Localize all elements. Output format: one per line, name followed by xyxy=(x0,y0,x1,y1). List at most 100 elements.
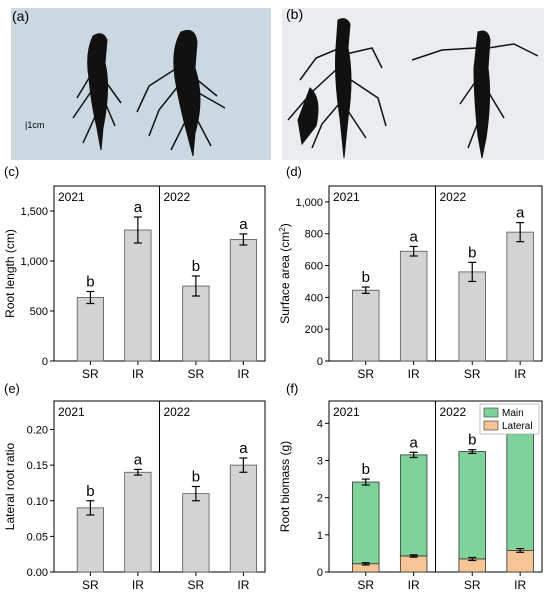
y-axis-label: Root biomass (g) xyxy=(278,441,292,532)
significance-letter: a xyxy=(134,451,143,468)
significance-letter: b xyxy=(468,244,476,261)
y-tick-label: 0 xyxy=(317,356,323,368)
bar xyxy=(506,231,534,362)
panel-label-e: (e) xyxy=(4,381,20,396)
y-tick-label: 500 xyxy=(30,306,48,318)
x-tick-label: IR xyxy=(237,578,249,592)
year-label: 2021 xyxy=(58,405,85,419)
panel-label-b: (b) xyxy=(286,6,304,22)
x-tick-label: SR xyxy=(357,367,374,381)
y-tick-label: 4 xyxy=(317,418,323,430)
y-tick-label: 200 xyxy=(305,324,323,336)
y-tick-label: 2 xyxy=(317,493,323,505)
y-tick-label: 0.20 xyxy=(27,425,48,437)
bar xyxy=(458,271,486,362)
y-tick-label: 3 xyxy=(317,455,323,467)
x-tick-label: SR xyxy=(464,578,481,592)
significance-letter: a xyxy=(409,434,418,451)
y-tick-label: 0.15 xyxy=(27,460,48,472)
bar xyxy=(124,471,152,573)
root-drawing-a xyxy=(72,29,226,157)
bar-main xyxy=(399,454,428,557)
bar xyxy=(229,464,257,573)
root-photo-a xyxy=(11,8,271,160)
legend: Main Lateral xyxy=(479,403,540,435)
year-label: 2021 xyxy=(333,405,360,419)
significance-letter: b xyxy=(86,274,94,291)
bar xyxy=(76,507,104,573)
panel-label-d: (d) xyxy=(286,164,302,179)
y-tick-label: 0 xyxy=(42,356,48,368)
y-axis-label: Root length (cm) xyxy=(3,229,17,318)
x-tick-label: SR xyxy=(188,578,205,592)
bar xyxy=(399,250,428,362)
bar xyxy=(124,229,152,362)
root-photo-b xyxy=(282,8,544,160)
significance-letter: b xyxy=(192,258,200,275)
root-drawing-b xyxy=(287,18,539,159)
bar-lateral xyxy=(506,550,534,573)
x-tick-label: SR xyxy=(357,578,374,592)
x-tick-label: IR xyxy=(132,578,144,592)
chart-f: (f) 0 1 2 3 4 Root biomass (g) 2021 SR b IR a 2022 SR… xyxy=(278,381,543,592)
bar-main xyxy=(352,481,380,565)
y-tick-label: 1,000 xyxy=(295,197,323,209)
significance-letter: b xyxy=(468,432,476,449)
x-tick-label: IR xyxy=(408,367,420,381)
legend-label: Main xyxy=(502,408,524,419)
x-tick-label: IR xyxy=(514,578,526,592)
y-axis-label: Lateral root ratio xyxy=(3,442,17,530)
significance-letter: a xyxy=(239,216,248,233)
panel-label-f: (f) xyxy=(286,381,298,396)
legend-swatch xyxy=(483,420,499,431)
scale-bar-mark: | xyxy=(25,120,28,130)
y-tick-label: 1,000 xyxy=(20,256,48,268)
bar xyxy=(229,239,257,362)
scale-bar-label: 1cm xyxy=(27,120,45,130)
y-tick-label: 0.05 xyxy=(27,531,48,543)
y-tick-label: 1,500 xyxy=(20,206,48,218)
y-tick-label: 0.00 xyxy=(27,567,48,579)
significance-letter: a xyxy=(134,199,143,216)
year-label: 2021 xyxy=(58,190,85,204)
x-tick-label: SR xyxy=(82,367,99,381)
bar xyxy=(352,289,380,362)
panel-label-c: (c) xyxy=(4,164,19,179)
year-label: 2022 xyxy=(440,405,467,419)
significance-letter: a xyxy=(239,440,248,457)
bar xyxy=(76,297,104,362)
bar-main xyxy=(458,451,486,560)
x-tick-label: IR xyxy=(514,367,526,381)
y-tick-label: 400 xyxy=(305,292,323,304)
x-tick-label: IR xyxy=(237,367,249,381)
bar-main xyxy=(506,423,534,551)
legend-swatch xyxy=(483,407,499,418)
legend-label: Lateral xyxy=(502,421,533,432)
y-axis-label: Surface area (cm2) xyxy=(278,223,293,324)
chart-e: (e) 0.00 0.05 0.10 0.15 0.20 Lateral root rati… xyxy=(3,381,266,592)
year-label: 2021 xyxy=(333,190,360,204)
bar xyxy=(182,493,210,573)
x-tick-label: SR xyxy=(464,367,481,381)
y-tick-label: 800 xyxy=(305,229,323,241)
y-tick-label: 0.10 xyxy=(27,496,48,508)
panel-label-a: (a) xyxy=(12,8,30,24)
y-tick-label: 0 xyxy=(317,567,323,579)
scale-bar: |1cm xyxy=(25,120,44,130)
significance-letter: b xyxy=(86,483,94,500)
y-tick-label: 600 xyxy=(305,261,323,273)
bar xyxy=(182,285,210,362)
x-tick-label: SR xyxy=(82,578,99,592)
significance-letter: b xyxy=(192,469,200,486)
year-label: 2022 xyxy=(164,190,191,204)
y-tick-label: 1 xyxy=(317,530,323,542)
chart-d: (d) 0 200 400 600 800 1,000 Surface area (cm2) 2… xyxy=(278,164,543,381)
x-tick-label: IR xyxy=(408,578,420,592)
bar-lateral xyxy=(399,555,428,573)
significance-letter: a xyxy=(409,228,418,245)
year-label: 2022 xyxy=(164,405,191,419)
significance-letter: b xyxy=(362,461,370,478)
x-tick-label: SR xyxy=(188,367,205,381)
